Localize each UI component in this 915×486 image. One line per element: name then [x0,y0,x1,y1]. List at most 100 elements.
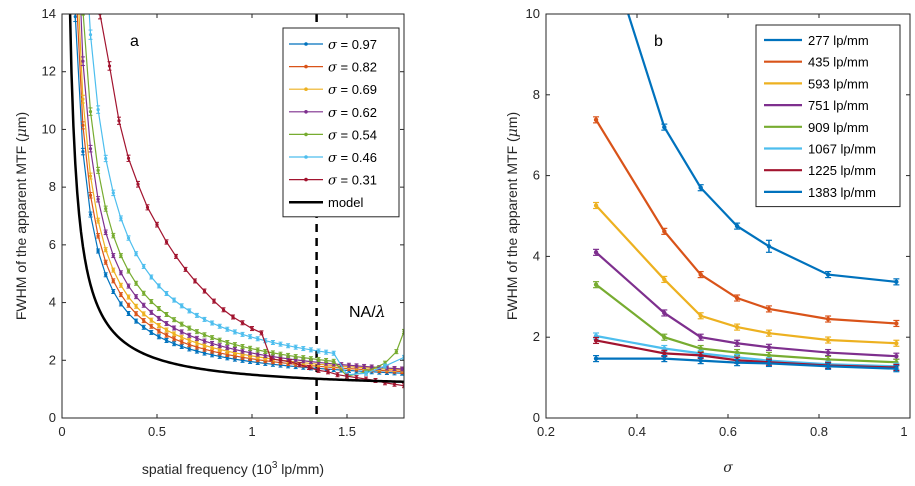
data-point-5-25 [256,337,260,341]
y-tick-label-b-4: 8 [533,87,540,102]
data-point-4-34 [324,358,328,363]
data-point-4-22 [233,343,237,347]
data-point-6-19 [278,358,283,362]
data-point-b-0-3 [734,223,740,229]
legend-box-b [755,24,901,208]
data-point-4-31 [301,356,305,360]
data-point-6-4 [136,182,140,186]
data-point-4-17 [195,330,199,334]
data-point-3-40 [370,365,374,369]
legend-label-a-6-rest: = 0.31 [337,173,377,188]
data-point-2-3 [88,174,93,178]
data-point-0-15 [180,344,184,349]
data-point-0-13 [164,338,169,343]
data-point-b-0-5 [825,272,831,277]
data-point-3-18 [202,339,207,343]
y-axis-label-a: FWHM of the apparent MTF (μm) [13,112,30,320]
data-point-3-19 [210,341,214,346]
data-point-5-7 [119,216,123,220]
data-point-5-31 [301,346,305,351]
data-point-1-12 [157,329,161,333]
data-point-5-6 [111,191,115,195]
data-point-b-4-1 [662,335,667,340]
legend-box-a [282,27,400,218]
data-point-3-44 [400,367,404,371]
data-point-b-3-6 [894,353,899,359]
y-tick-label-a-4: 8 [49,179,56,194]
y-axis-label-a-greek: μ [14,128,30,137]
data-point-0-20 [218,354,222,359]
data-point-3-11 [149,310,153,314]
data-point-b-3-0 [593,250,599,255]
data-point-6-9 [183,267,188,271]
data-point-1-2 [81,123,85,127]
data-point-b-3-3 [734,341,740,346]
data-point-5-17 [195,313,199,317]
legend-label-a-5-rest: = 0.46 [337,150,377,165]
data-point-4-24 [248,346,252,350]
data-point-3-20 [218,344,222,348]
data-point-5-16 [187,309,191,313]
y-axis-label-b-part2: m) [504,112,520,128]
data-point-1-3 [88,193,93,197]
x-axis-label-a-part2: lp/mm) [277,461,324,477]
data-point-4-20 [218,338,222,342]
x-axis-label-b-greek: σ [723,460,733,476]
data-point-6-10 [193,279,197,283]
legend-label-a-4-rest: = 0.54 [337,127,377,142]
y-tick-label-b-0: 0 [533,410,540,425]
data-point-0-3 [88,212,93,217]
legend-label-a-2: σ = 0.69 [328,82,377,98]
legend-label-a-6: σ = 0.31 [328,173,377,189]
legend-label-a-1: σ = 0.82 [328,60,377,76]
legend-label-a-4-greek: σ [328,128,338,143]
legend-label-a-0: σ = 0.97 [328,37,377,53]
data-point-5-34 [324,350,328,354]
data-point-5-12 [157,284,161,288]
data-point-1-7 [119,293,123,297]
data-point-1-10 [142,318,146,323]
data-point-6-3 [126,156,131,160]
legend-marker-a-3 [304,110,308,114]
data-point-2-15 [180,335,184,339]
legend-label-b-4: 909 lp/mm [808,120,869,135]
series-line-b-4 [595,283,897,364]
legend-label-b-5: 1067 lp/mm [808,142,876,157]
legend-label-a-2-greek: σ [328,83,338,98]
data-point-1-11 [149,324,153,328]
data-point-5-19 [210,321,214,325]
model-line [68,14,404,384]
legend-label-a-5-greek: σ [328,151,338,166]
data-point-2-16 [187,338,191,342]
data-point-6-26 [345,374,349,378]
legend-label-a-7: model [328,195,364,210]
data-point-3-17 [195,336,199,340]
data-point-b-4-4 [766,353,772,358]
data-point-4-39 [394,350,398,354]
y-axis-label-b-greek: μ [505,128,521,137]
data-point-4-8 [126,269,131,273]
y-axis-label-b: FWHM of the apparent MTF (μm) [504,112,521,320]
data-point-2-22 [233,351,237,355]
data-point-0-4 [96,249,100,253]
legend-label-a-5: σ = 0.46 [328,150,377,166]
data-point-2-12 [157,323,161,328]
data-point-b-6-0 [593,338,599,343]
data-point-4-5 [104,207,108,211]
y-axis-label-a-part2: m) [13,112,29,128]
data-point-b-7-6 [894,366,899,371]
data-point-6-27 [354,376,359,380]
data-point-b-0-6 [894,279,899,285]
legend-label-b-2: 593 lp/mm [808,76,869,91]
legend-marker-a-6 [304,177,308,182]
data-point-4-19 [210,336,214,340]
data-point-3-6 [111,253,115,258]
data-point-2-10 [142,312,146,316]
plot-area-a [68,14,404,418]
data-point-4-21 [225,340,229,345]
axes-box-a [61,13,405,419]
data-point-4-11 [149,299,153,304]
data-point-0-9 [134,319,138,323]
